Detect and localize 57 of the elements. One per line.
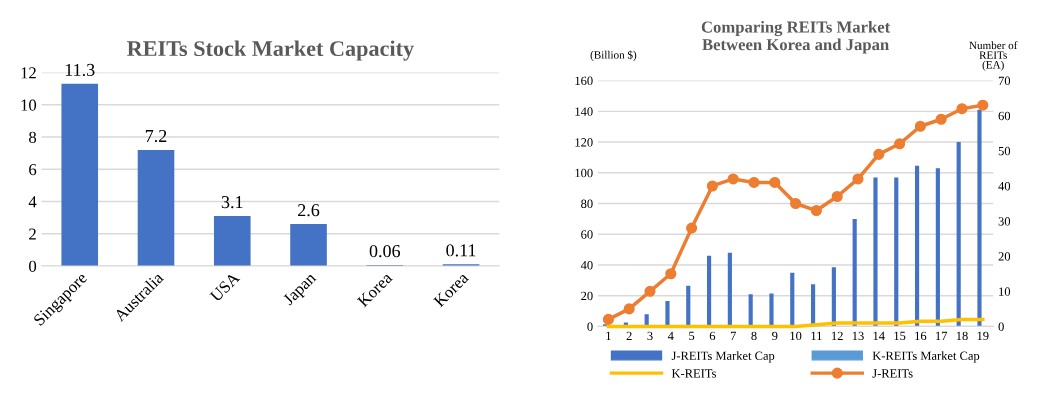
y-tick-label: 10 bbox=[21, 99, 37, 111]
x-tick-label: 16 bbox=[915, 331, 927, 341]
y-tick-label: 140 bbox=[575, 107, 593, 116]
y2-tick-label: 70 bbox=[998, 76, 1011, 86]
data-label: 2.6 bbox=[298, 204, 320, 217]
y2-axis-title: Number of REITs (EA) bbox=[969, 41, 1018, 71]
y-tick-label: 40 bbox=[580, 261, 593, 270]
x-tick-label: 4 bbox=[667, 331, 674, 340]
data-label: 0.06 bbox=[369, 244, 401, 258]
y-tick-label: 160 bbox=[575, 76, 593, 86]
y2-tick-label: 50 bbox=[998, 146, 1011, 156]
x-tick-label: 12 bbox=[832, 331, 843, 340]
data-label: 11.3 bbox=[65, 63, 95, 77]
y2-tick-label: 40 bbox=[998, 181, 1011, 191]
x-tick-label: 8 bbox=[751, 331, 757, 341]
x-tick-label: 6 bbox=[709, 331, 716, 341]
y-axis-title: (Billion $) bbox=[590, 50, 637, 61]
y-tick-label: 20 bbox=[581, 291, 593, 301]
x-tick-label: 13 bbox=[852, 331, 864, 341]
x-tick-label: 19 bbox=[977, 331, 989, 341]
chart-title: REITs Stock Market Capacity bbox=[127, 40, 414, 61]
x-tick-label: 10 bbox=[790, 331, 802, 341]
y2-tick-label: 30 bbox=[998, 217, 1011, 226]
y-tick-label: 100 bbox=[575, 168, 593, 178]
legend-label: K-REITs Market Cap bbox=[872, 351, 980, 363]
x-tick-label: 14 bbox=[873, 331, 885, 340]
x-tick-label: 7 bbox=[730, 331, 736, 340]
x-tick-label: 11 bbox=[811, 331, 822, 340]
y-tick-label: 0 bbox=[29, 260, 37, 272]
x-tick-label: 3 bbox=[647, 331, 653, 341]
x-tick-label: 1 bbox=[606, 331, 611, 340]
y-tick-label: 60 bbox=[581, 230, 593, 239]
legend-label: J-REITs Market Cap bbox=[671, 351, 775, 363]
x-tick-label: 18 bbox=[956, 331, 968, 341]
chart-title: Comparing REITs Market Between Korea and Japan bbox=[701, 20, 891, 54]
x-tick-label: 9 bbox=[772, 331, 778, 341]
y-tick-label: 6 bbox=[29, 164, 37, 176]
y-tick-label: 12 bbox=[21, 67, 36, 79]
y-tick-label: 8 bbox=[29, 131, 37, 143]
y-tick-label: 120 bbox=[575, 138, 593, 147]
y2-tick-label: 0 bbox=[998, 322, 1004, 331]
x-tick-label: 2 bbox=[626, 331, 632, 340]
x-tick-label: 5 bbox=[689, 331, 695, 341]
x-tick-label: USA bbox=[209, 271, 241, 303]
y-tick-label: 2 bbox=[29, 228, 36, 240]
y-tick-label: 4 bbox=[28, 196, 37, 208]
y2-tick-label: 60 bbox=[998, 111, 1011, 121]
x-tick-label: 17 bbox=[936, 331, 948, 340]
data-label: 7.2 bbox=[145, 129, 167, 143]
y-tick-label: 80 bbox=[581, 199, 593, 208]
y2-tick-label: 20 bbox=[998, 252, 1011, 261]
legend-label: J-REITs bbox=[872, 369, 913, 378]
data-label: 3.1 bbox=[221, 196, 243, 209]
legend-label: K-REITs bbox=[671, 369, 716, 378]
x-tick-label: 15 bbox=[894, 331, 906, 341]
data-label: 0.11 bbox=[446, 244, 476, 257]
y-tick-label: 0 bbox=[587, 322, 593, 331]
